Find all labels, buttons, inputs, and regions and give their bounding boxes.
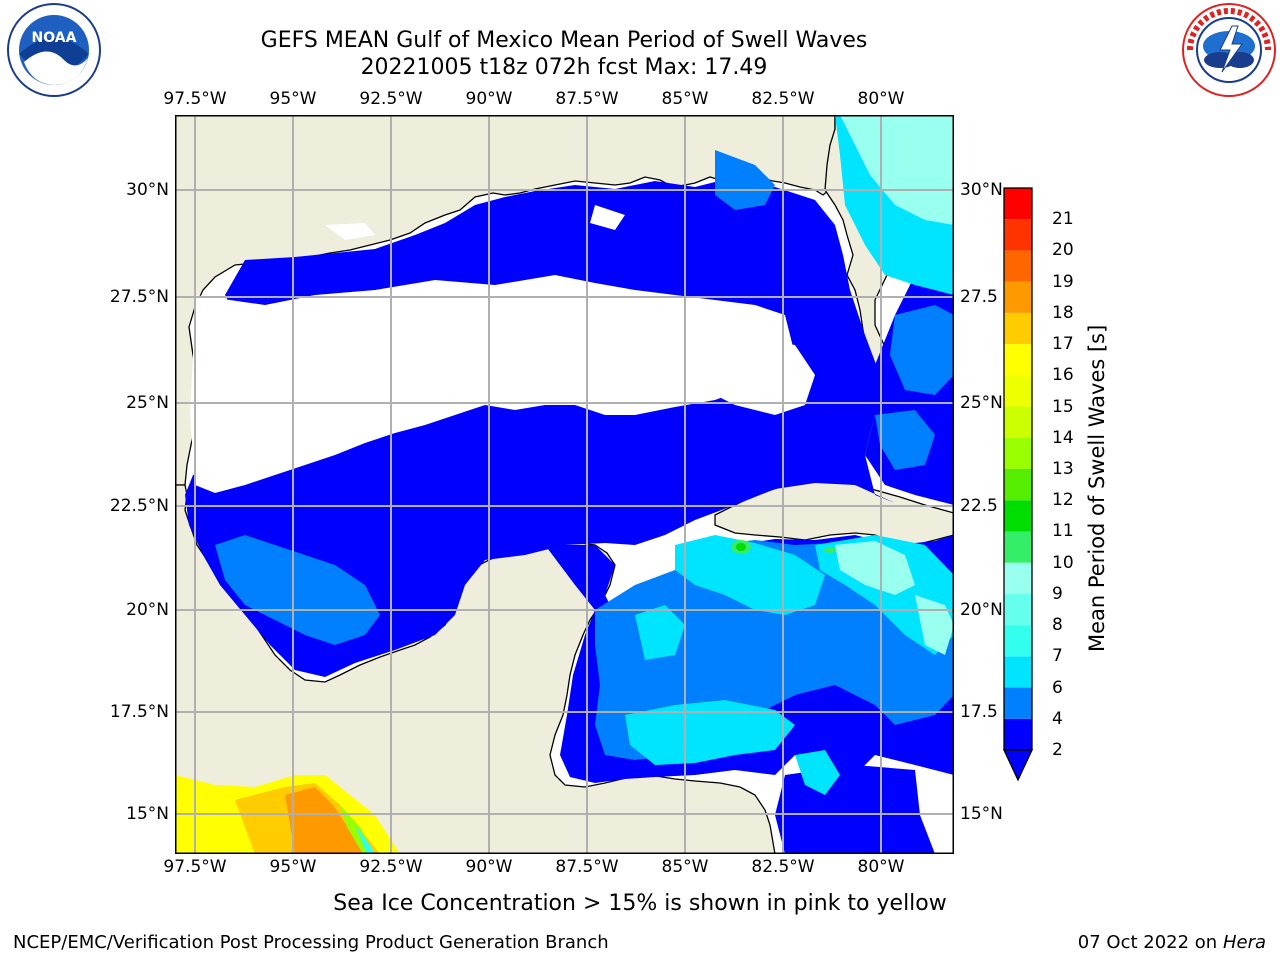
colorbar-extend-arrow [1002, 749, 1034, 782]
colorbar-tick-label: 19 [1052, 271, 1074, 292]
lon-tick-top-7: 82.5°W [751, 89, 815, 109]
map-gridlines [175, 115, 954, 854]
lat-tick-left-1: 30°N [126, 180, 169, 200]
lat-tick-left-7: 15°N [126, 804, 169, 824]
lon-tick-bottom-3: 92.5°W [359, 857, 423, 877]
run-date: 07 Oct 2022 on Hera [1078, 932, 1266, 953]
lat-tick-right-7: 15°N [960, 804, 1003, 824]
lat-tick-left-4: 22.5°N [109, 496, 169, 516]
gulf-of-mexico-map [175, 115, 954, 854]
colorbar-tick-label: 16 [1052, 365, 1074, 386]
colorbar-tick-label: 11 [1052, 521, 1074, 542]
lon-tick-bottom-1: 97.5°W [163, 857, 227, 877]
national-weather-service-logo [1182, 3, 1276, 97]
colorbar-cell [1004, 656, 1032, 688]
colorbar-frame [1003, 187, 1033, 751]
lon-tick-bottom-7: 82.5°W [751, 857, 815, 877]
lon-tick-top-8: 80°W [857, 89, 905, 109]
colorbar-tick-label: 7 [1052, 646, 1063, 667]
lon-tick-top-1: 97.5°W [163, 89, 227, 109]
colorbar-cell [1004, 625, 1032, 657]
svg-text:NOAA: NOAA [32, 30, 77, 46]
colorbar-cell [1004, 437, 1032, 469]
map-frame [175, 115, 954, 854]
colorbar-cell [1004, 406, 1032, 438]
colorbar-cell [1004, 687, 1032, 719]
map-title: GEFS MEAN Gulf of Mexico Mean Period of … [260, 28, 868, 53]
colorbar-tick-label: 10 [1052, 552, 1074, 573]
lat-tick-left-3: 25°N [126, 393, 169, 413]
colorbar-cell [1004, 562, 1032, 594]
colorbar-tick-label: 15 [1052, 396, 1074, 417]
colorbar [1002, 187, 1034, 782]
lat-tick-left-6: 17.5°N [109, 702, 169, 722]
run-date-text: 07 Oct 2022 on [1077, 932, 1218, 953]
lat-tick-right-4: 22.5 [960, 496, 998, 516]
calm-water [190, 205, 815, 493]
map-subtitle: 20221005 t18z 072h fcst Max: 17.49 [360, 55, 768, 80]
lon-tick-bottom-6: 85°W [661, 857, 709, 877]
swell-10-11s [731, 540, 836, 554]
colorbar-cell [1004, 344, 1032, 376]
colorbar-cells [1004, 188, 1032, 750]
colorbar-tick-label: 9 [1052, 583, 1063, 604]
lon-tick-bottom-5: 87.5°W [555, 857, 619, 877]
lon-tick-top-5: 87.5°W [555, 89, 619, 109]
colorbar-label: Mean Period of Swell Waves [s] [1085, 324, 1109, 652]
colorbar-tick-label: 8 [1052, 615, 1063, 636]
lon-tick-top-3: 92.5°W [359, 89, 423, 109]
colorbar-cell [1004, 593, 1032, 626]
lat-tick-left-5: 20°N [126, 600, 169, 620]
lon-tick-bottom-4: 90°W [465, 857, 513, 877]
lat-tick-right-1: 30°N [960, 180, 1003, 200]
lat-tick-right-5: 20°N [960, 600, 1003, 620]
noaa-logo: NOAA [7, 3, 101, 97]
colorbar-tick-label: 14 [1052, 427, 1074, 448]
lon-tick-bottom-2: 95°W [269, 857, 317, 877]
run-host: Hera [1222, 932, 1266, 953]
colorbar-cell [1004, 281, 1032, 313]
sea-ice-note: Sea Ice Concentration > 15% is shown in … [333, 891, 947, 916]
lon-tick-top-6: 85°W [661, 89, 709, 109]
lat-tick-right-6: 17.5 [960, 702, 998, 722]
colorbar-tick-label: 12 [1052, 490, 1074, 511]
colorbar-tick-label: 4 [1052, 708, 1063, 729]
colorbar-tick-label: 17 [1052, 334, 1074, 355]
colorbar-tick-label: 13 [1052, 459, 1074, 479]
colorbar-cell [1004, 469, 1032, 501]
lat-tick-right-2: 27.5 [960, 287, 998, 307]
colorbar-cell [1004, 250, 1032, 282]
lon-tick-top-2: 95°W [269, 89, 317, 109]
colorbar-cell [1004, 219, 1032, 251]
colorbar-cell [1004, 718, 1032, 750]
colorbar-cell [1004, 188, 1032, 220]
lat-tick-right-3: 25°N [960, 393, 1003, 413]
colorbar-tick-label: 21 [1052, 209, 1074, 230]
branch-credit: NCEP/EMC/Verification Post Processing Pr… [13, 932, 609, 953]
lon-tick-bottom-8: 80°W [857, 857, 905, 877]
colorbar-tick-label: 18 [1052, 302, 1074, 323]
colorbar-cell [1004, 312, 1032, 345]
lat-tick-left-2: 27.5°N [109, 287, 169, 307]
colorbar-tick-label: 6 [1052, 677, 1063, 698]
colorbar-cell [1004, 375, 1032, 407]
lon-tick-top-4: 90°W [465, 89, 513, 109]
colorbar-tick-label: 2 [1052, 740, 1063, 760]
colorbar-cell [1004, 531, 1032, 563]
colorbar-tick-label: 20 [1052, 240, 1074, 261]
colorbar-cell [1004, 500, 1032, 532]
